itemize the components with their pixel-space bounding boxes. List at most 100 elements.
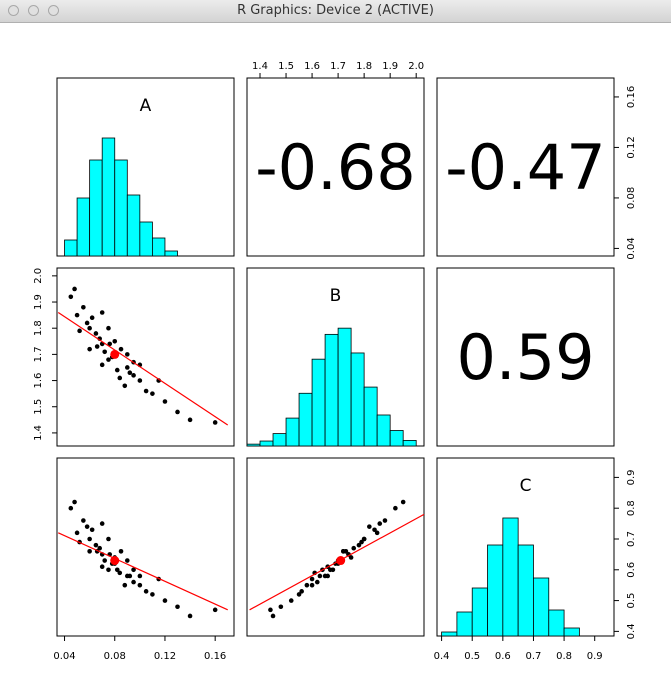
histogram-bar [441,631,458,637]
scatter-point [84,320,90,326]
scatter-point [124,558,130,563]
histogram-bar [563,627,580,637]
scatter-point [317,573,323,579]
scatter-point [127,370,133,376]
zoom-button[interactable] [48,5,59,16]
histogram-bar [487,544,504,637]
scatter-point [99,362,105,368]
scatter-point [359,539,364,545]
scatter-point [162,598,168,603]
correlation-value: 0.59 [456,321,594,394]
scatter-point [117,375,123,381]
histogram-bar [298,392,313,447]
scatter-point [106,536,111,542]
scatter-point [367,524,372,529]
histogram-bar [139,221,153,257]
close-button[interactable] [8,5,19,16]
scatter-point [93,542,99,548]
y-tick-label: 1.4 [33,425,44,441]
histogram-bar [272,433,287,447]
scatter-point [162,399,168,404]
histogram-bar [471,587,488,637]
scatter-point [87,536,92,542]
x-tick-label: 1.6 [304,61,320,72]
mean-point [336,556,346,566]
x-tick-label: 0.08 [104,651,126,662]
fit-line [58,532,228,611]
scatter-point [87,549,92,554]
y-tick-label: 1.6 [33,373,44,389]
scatter-point [118,346,124,352]
scatter-point [68,294,74,300]
scatter-point [131,373,136,378]
scatter-point [72,286,77,292]
scatter-point [137,573,143,579]
minimize-button[interactable] [28,5,39,16]
scatter-point [107,341,113,347]
panel-frame [246,457,425,637]
scatter-point [288,598,294,603]
panel-frame [56,457,235,637]
scatter-point [309,576,315,582]
scatter-point [296,592,302,597]
scatter-point [102,558,108,563]
scatter-point [68,505,74,511]
histogram-bar [363,386,378,447]
mean-point [110,556,120,566]
histogram-bar [126,194,141,257]
histogram-bar [502,517,519,637]
scatter-point [325,573,330,579]
mean-point [110,349,120,359]
scatter-point [187,613,193,619]
scatter-point [351,545,357,551]
panel-frame [436,267,615,447]
histogram-bar [456,611,473,637]
y-tick-label: 0.4 [626,623,637,639]
y-tick-label: 0.16 [626,86,637,108]
x-tick-label: 0.12 [154,651,176,662]
scatter-point [94,344,100,349]
y-tick-label: 1.7 [33,346,44,362]
scatter-point [268,607,273,613]
panel-frame [436,77,615,257]
scatter-point [377,521,383,526]
panel-frame [56,267,235,447]
histogram-bar [76,197,91,257]
scatter-point [309,582,315,588]
histogram-bar [548,609,565,637]
scatter-point [74,312,80,318]
histogram-bar [337,327,352,447]
histogram-bar [311,358,326,447]
scatter-point [278,604,284,610]
histogram-bar [164,250,178,257]
x-tick-label: 0.7 [526,651,542,662]
scatter-point [112,338,118,344]
scatter-point [118,549,124,554]
scatter-point [84,524,90,529]
pairs-plot: A 1.4 1.5 1.6 1.7 1.8 1.9 2.0 -0.68 0.04 0.08 0.12 0… [33,61,637,662]
histogram-bar [533,577,550,637]
histogram-bar [389,430,404,447]
x-tick-label: 0.5 [464,651,480,662]
x-tick-label: 0.6 [495,651,511,662]
scatter-point [87,325,92,331]
scatter-point [150,592,155,597]
correlation-value: -0.47 [445,131,605,204]
scatter-point [212,607,218,613]
y-tick-label: 0.7 [626,531,637,547]
x-tick-label: 0.9 [587,651,603,662]
panel-title: C [520,476,532,496]
scatter-point [143,589,149,594]
x-tick-label: 0.4 [434,651,450,662]
x-tick-label: 1.5 [278,61,294,72]
histogram-bar [324,333,339,447]
title-bar: R Graphics: Device 2 (ACTIVE) [0,0,671,23]
y-tick-label: 1.8 [33,320,44,336]
x-tick-label: 1.8 [356,61,372,72]
histogram-bar [285,417,300,447]
scatter-point [372,527,377,533]
scatter-point [374,530,380,536]
scatter-point [114,567,120,573]
histogram-bar [64,239,78,257]
